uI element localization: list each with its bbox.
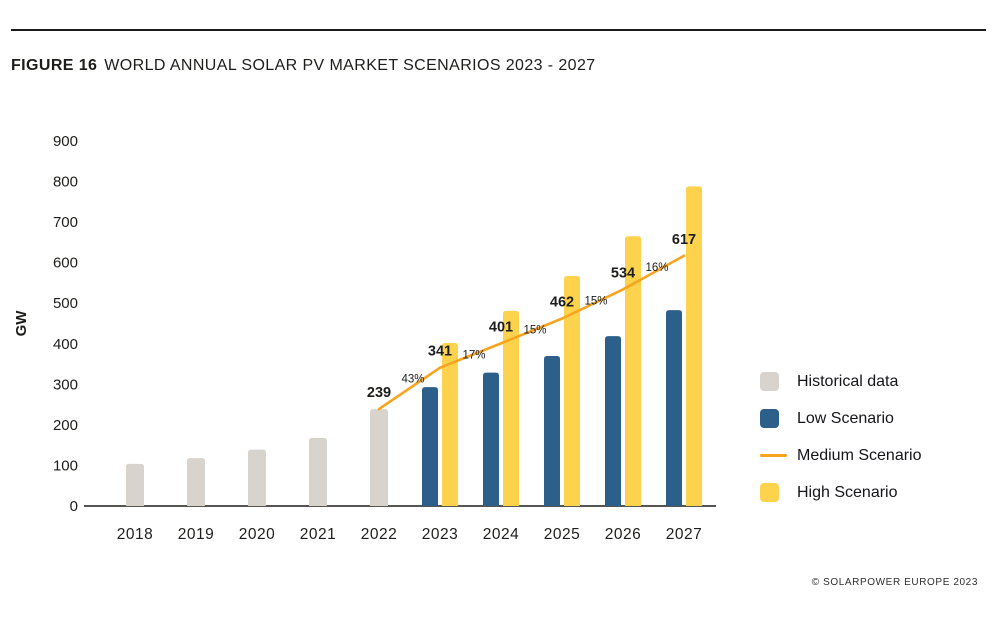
svg-text:500: 500 (53, 295, 78, 312)
figure-title-text: WORLD ANNUAL SOLAR PV MARKET SCENARIOS 2… (104, 57, 596, 74)
legend-label-medium: Medium Scenario (797, 446, 922, 464)
legend-label-historical: Historical data (797, 372, 899, 390)
chart-legend: Historical data Low Scenario Medium Scen… (760, 372, 922, 502)
legend-item-low: Low Scenario (760, 409, 922, 428)
legend-swatch-col (760, 483, 787, 502)
legend-item-medium: Medium Scenario (760, 446, 922, 465)
svg-text:15%: 15% (523, 325, 546, 337)
legend-label-low: Low Scenario (797, 409, 894, 427)
svg-text:2024: 2024 (483, 526, 519, 543)
medium-scenario-line-icon (760, 454, 787, 457)
svg-text:900: 900 (53, 133, 78, 150)
low-scenario-swatch-icon (760, 409, 779, 428)
top-divider (11, 29, 986, 31)
legend-swatch-col (760, 409, 787, 428)
svg-text:16%: 16% (645, 262, 668, 274)
svg-text:600: 600 (53, 255, 78, 272)
svg-text:462: 462 (550, 295, 574, 311)
svg-text:800: 800 (53, 174, 78, 191)
svg-text:43%: 43% (401, 374, 424, 386)
source-credit: © SOLARPOWER EUROPE 2023 (811, 577, 978, 588)
svg-text:15%: 15% (584, 295, 607, 307)
svg-text:2018: 2018 (117, 526, 153, 543)
legend-item-high: High Scenario (760, 483, 922, 502)
svg-text:300: 300 (53, 376, 78, 393)
solar-pv-chart: 0 100 200 300 400 500 600 700 800 900 GW 2018 2019 20… (13, 133, 716, 543)
svg-text:2022: 2022 (361, 526, 397, 543)
legend-swatch-col (760, 454, 787, 457)
figure-number: FIGURE 16 (11, 57, 98, 74)
svg-text:0: 0 (70, 498, 78, 515)
legend-label-high: High Scenario (797, 483, 898, 501)
svg-text:401: 401 (489, 319, 513, 335)
svg-text:617: 617 (672, 232, 696, 248)
svg-text:2025: 2025 (544, 526, 580, 543)
svg-text:534: 534 (611, 265, 635, 281)
svg-text:341: 341 (428, 344, 452, 360)
svg-text:239: 239 (367, 385, 391, 401)
svg-text:GW: GW (13, 310, 30, 337)
svg-text:2023: 2023 (422, 526, 458, 543)
svg-text:2027: 2027 (666, 526, 702, 543)
high-scenario-swatch-icon (760, 483, 779, 502)
svg-text:2020: 2020 (239, 526, 275, 543)
legend-item-historical: Historical data (760, 372, 922, 391)
svg-text:17%: 17% (462, 349, 485, 361)
svg-text:700: 700 (53, 214, 78, 231)
svg-text:2019: 2019 (178, 526, 214, 543)
svg-text:400: 400 (53, 336, 78, 353)
historical-swatch-icon (760, 372, 779, 391)
svg-text:200: 200 (53, 417, 78, 434)
figure-title: FIGURE 16 WORLD ANNUAL SOLAR PV MARKET SC… (11, 57, 596, 75)
svg-text:100: 100 (53, 457, 78, 474)
legend-swatch-col (760, 372, 787, 391)
chart-area: 0 100 200 300 400 500 600 700 800 900 GW 2018 2019 20… (8, 96, 753, 561)
svg-text:2026: 2026 (605, 526, 641, 543)
svg-text:2021: 2021 (300, 526, 336, 543)
